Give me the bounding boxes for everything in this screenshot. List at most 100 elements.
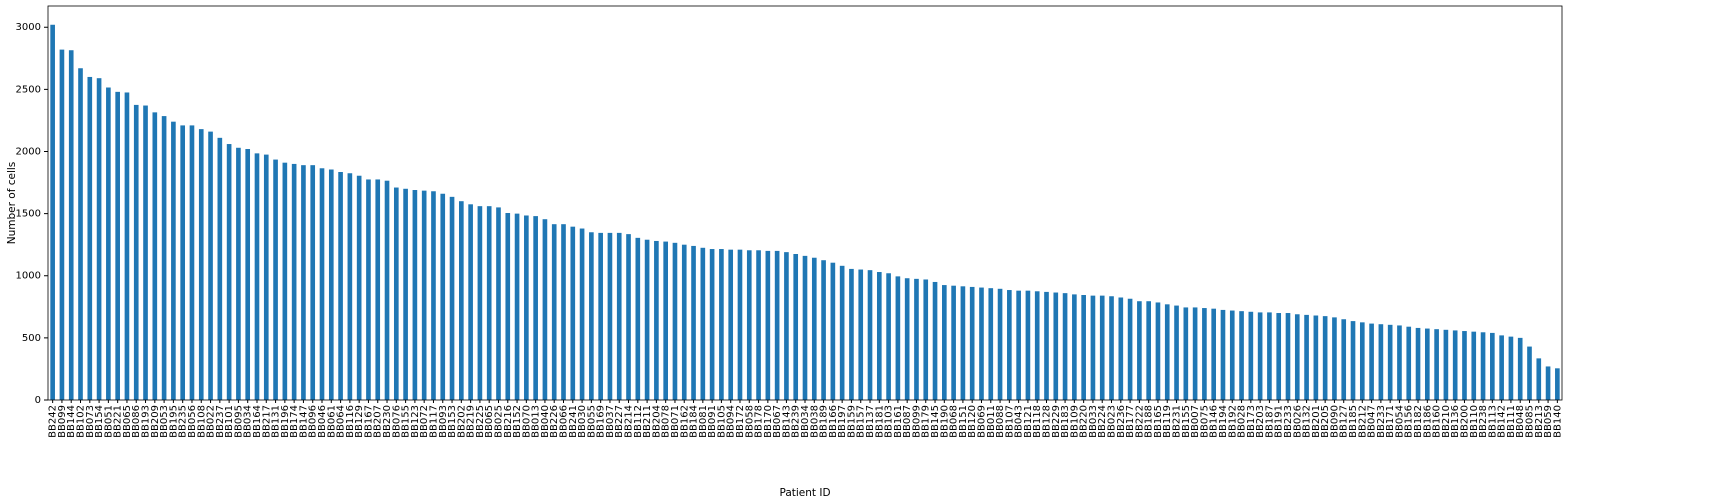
x-tick-label: BB225 [475, 405, 486, 438]
bar [1480, 332, 1486, 400]
x-tick-label: BB090 [1329, 405, 1340, 438]
x-tick-label: BB188 [1144, 405, 1155, 438]
bar [459, 201, 464, 400]
bar [811, 257, 817, 400]
x-tick-label: BB095 [233, 405, 244, 438]
x-tick-label: BB065 [122, 405, 133, 438]
bar [570, 226, 576, 400]
bar [403, 188, 408, 400]
x-tick-label: BB007 [1190, 405, 1201, 438]
x-tick-label: BB227 [614, 405, 625, 438]
x-tick-label: BB178 [754, 405, 765, 438]
bar [375, 179, 381, 400]
bar [691, 245, 696, 400]
bar [1202, 308, 1207, 400]
bar [1016, 290, 1021, 400]
bar [746, 250, 752, 400]
bar [366, 179, 371, 400]
bar [1378, 324, 1384, 400]
bar [1267, 312, 1272, 400]
x-tick-label: BB193 [141, 405, 152, 438]
x-tick-label: BB129 [354, 405, 365, 438]
bar [1369, 323, 1374, 400]
x-tick-label: BB172 [735, 405, 746, 438]
bar [1183, 307, 1189, 400]
bar [1424, 328, 1430, 400]
x-tick-label: BB033 [1088, 405, 1099, 438]
x-tick-label: BB048 [1515, 405, 1526, 438]
bar [1471, 331, 1477, 400]
bar [849, 268, 854, 400]
x-tick-label: BB201 [1311, 405, 1322, 438]
x-tick-label: BB210 [1441, 405, 1452, 438]
bar [1452, 330, 1458, 400]
x-tick-label: BB140 [1552, 405, 1563, 438]
bar [895, 276, 901, 400]
x-tick-label: BB216 [503, 405, 514, 438]
x-tick-label: BB086 [131, 405, 142, 438]
x-tick-label: BB076 [391, 405, 402, 438]
x-tick-label: BB174 [289, 405, 300, 438]
bar [496, 207, 501, 400]
bar [681, 244, 687, 400]
x-tick-label: BB123 [410, 405, 421, 438]
x-tick-label: BB078 [661, 405, 672, 438]
x-tick-label: BB056 [187, 405, 198, 438]
x-tick-label: BB242 [48, 405, 59, 438]
x-tick-label: BB157 [856, 405, 867, 438]
x-tick-label: BB222 [1134, 405, 1145, 438]
x-tick-label: BB143 [781, 405, 792, 438]
x-tick-label: BB179 [921, 405, 932, 438]
bar [589, 232, 594, 400]
bar [960, 286, 966, 400]
x-tick-label: BB173 [1246, 405, 1257, 438]
x-tick-label: BB038 [809, 405, 820, 438]
bar [161, 116, 167, 400]
bar [1536, 358, 1542, 400]
bar [793, 254, 799, 400]
bar [672, 242, 678, 400]
x-tick-label: BB237 [215, 405, 226, 438]
x-tick-label: BB081 [698, 405, 709, 438]
bar [1081, 295, 1086, 400]
x-tick-label: BB154 [94, 405, 105, 438]
x-tick-label: BB087 [902, 405, 913, 438]
bar [1490, 332, 1495, 400]
x-tick-label: BB047 [1367, 405, 1378, 438]
x-tick-label: BB186 [1422, 405, 1433, 438]
x-tick-label: BB230 [382, 405, 393, 438]
x-tick-label: BB072 [419, 405, 430, 438]
bar [626, 234, 631, 400]
x-tick-label: BB034 [800, 405, 811, 438]
bar [1508, 336, 1514, 400]
bar [189, 125, 195, 400]
x-tick-label: BB068 [949, 405, 960, 438]
bar [728, 249, 734, 400]
bar [1285, 313, 1291, 400]
bar [245, 149, 251, 400]
x-tick-label: BB160 [1432, 405, 1443, 438]
x-tick-label: BB112 [633, 405, 644, 438]
x-tick-label: BB127 [1339, 405, 1350, 438]
bar [328, 169, 334, 400]
bar [50, 24, 55, 401]
bar [1192, 307, 1198, 400]
bar [1517, 337, 1523, 400]
bar [393, 187, 399, 400]
bar [124, 92, 130, 401]
bar [59, 49, 65, 400]
x-tick-label: BB167 [363, 405, 374, 438]
bar [217, 137, 223, 401]
bar [802, 255, 808, 400]
x-tick-label: BB013 [531, 405, 542, 438]
bar [1434, 329, 1439, 400]
bar [988, 288, 994, 400]
bar [143, 105, 148, 400]
bar [951, 285, 956, 400]
bar [468, 204, 473, 400]
x-tick-label: BB128 [1041, 405, 1052, 438]
x-tick-label: BB058 [744, 405, 755, 438]
bar [923, 279, 929, 400]
bar [254, 153, 260, 400]
x-tick-label: BB236 [1116, 405, 1127, 438]
